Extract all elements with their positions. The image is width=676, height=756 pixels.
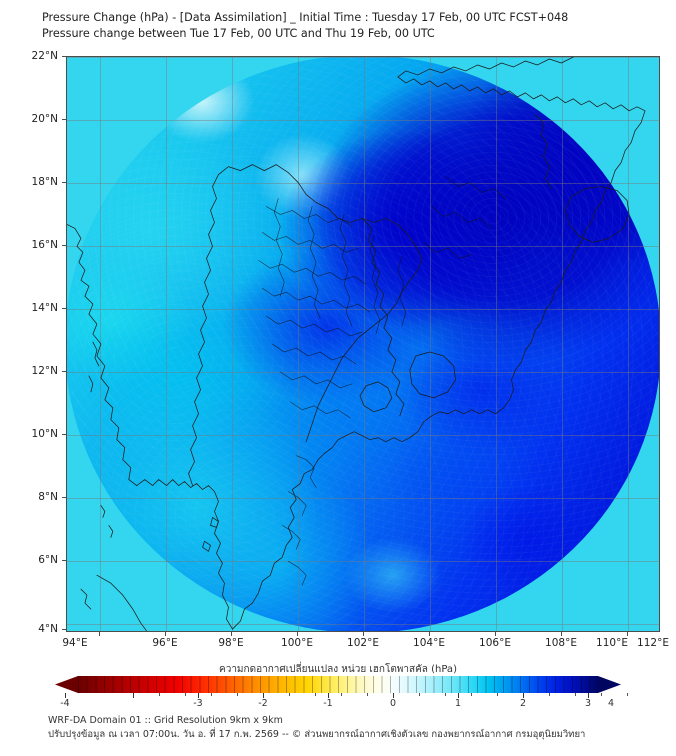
colorbar-axis: -4 -3 -2 -1 0 1 2 3 4: [55, 693, 653, 709]
footer-credit: ปรับปรุงข้อมูล ณ เวลา 07:00น. วัน อ. ที่…: [48, 729, 586, 740]
x-tick-mark: [165, 632, 166, 636]
colorbar-gradient: [78, 676, 598, 693]
y-tick-label: 18°N: [31, 176, 58, 188]
x-tick-mark: [363, 632, 364, 636]
x-tick-mark: [297, 632, 298, 636]
y-tick-mark: [62, 119, 66, 120]
colorbar-tick-mark: [523, 693, 524, 698]
colorbar-tick-mark: [588, 693, 589, 698]
colorbar-under-arrow: [55, 676, 78, 693]
y-tick-label: 20°N: [31, 113, 58, 125]
x-tick-label: 104°E: [413, 637, 445, 649]
y-tick-label: 16°N: [31, 239, 58, 251]
colorbar-tick-mark: [393, 693, 394, 698]
y-tick-label: 4°N: [38, 623, 58, 635]
colorbar[interactable]: [55, 676, 621, 693]
x-tick-label: 96°E: [152, 637, 178, 649]
footer-model-info: WRF-DA Domain 01 :: Grid Resolution 9km …: [48, 715, 283, 726]
x-tick-mark: [429, 632, 430, 636]
y-tick-mark: [62, 434, 66, 435]
x-tick-label: 100°E: [281, 637, 313, 649]
y-tick-mark: [62, 560, 66, 561]
x-tick-mark: [99, 632, 100, 636]
y-tick-mark: [62, 56, 66, 57]
colorbar-tick-mark: [328, 693, 329, 698]
x-tick-mark: [495, 632, 496, 636]
colorbar-tick-mark: [65, 693, 66, 698]
y-tick-label: 10°N: [31, 428, 58, 440]
y-tick-mark: [62, 497, 66, 498]
colorbar-tick-label: 0: [389, 698, 397, 709]
y-tick-mark: [62, 308, 66, 309]
colorbar-tick-label: 1: [454, 698, 462, 709]
colorbar-tick-label: 4: [607, 698, 615, 709]
x-tick-label: 94°E: [62, 637, 88, 649]
y-tick-mark: [62, 182, 66, 183]
y-tick-mark: [62, 629, 66, 630]
footer-block: WRF-DA Domain 01 :: Grid Resolution 9km …: [48, 714, 668, 742]
x-tick-label: 110°E: [596, 637, 628, 649]
colorbar-tick-label: -2: [258, 698, 268, 709]
y-tick-label: 12°N: [31, 365, 58, 377]
y-tick-label: 8°N: [38, 491, 58, 503]
x-tick-label: 98°E: [218, 637, 244, 649]
x-tick-label: 106°E: [479, 637, 511, 649]
field-gradient-overlay: [67, 57, 659, 631]
y-tick-label: 22°N: [31, 50, 58, 62]
contour-lines: [67, 57, 659, 631]
colorbar-tick-label: -4: [60, 698, 70, 709]
colorbar-tick-label: 3: [584, 698, 592, 709]
x-tick-mark: [561, 632, 562, 636]
y-tick-mark: [62, 245, 66, 246]
y-tick-mark: [62, 371, 66, 372]
chart-title-line-1: Pressure Change (hPa) - [Data Assimilati…: [42, 11, 569, 24]
colorbar-tick-mark: [263, 693, 264, 698]
pressure-change-field: [67, 57, 659, 631]
colorbar-tick-label: -1: [323, 698, 333, 709]
chart-title-block: Pressure Change (hPa) - [Data Assimilati…: [42, 10, 662, 42]
colorbar-over-arrow: [598, 676, 621, 693]
map-plot-area[interactable]: [66, 56, 660, 632]
x-tick-label: 108°E: [545, 637, 577, 649]
chart-title-line-2: Pressure change between Tue 17 Feb, 00 U…: [42, 27, 435, 40]
colorbar-title: ความกดอากาศเปลี่ยนแปลง หน่วย เฮกโตพาสคัล…: [219, 664, 457, 675]
y-tick-label: 14°N: [31, 302, 58, 314]
colorbar-tick-label: -3: [193, 698, 203, 709]
coastline-overlay: [67, 57, 646, 631]
x-tick-mark: [231, 632, 232, 636]
y-tick-label: 6°N: [38, 554, 58, 566]
x-tick-mark: [627, 632, 628, 636]
colorbar-tick-mark: [458, 693, 459, 698]
colorbar-tick-mark: [133, 693, 134, 698]
x-tick-label: 102°E: [347, 637, 379, 649]
x-tick-label: 112°E: [637, 637, 669, 649]
colorbar-tick-mark: [198, 693, 199, 698]
colorbar-tick-label: 2: [519, 698, 527, 709]
